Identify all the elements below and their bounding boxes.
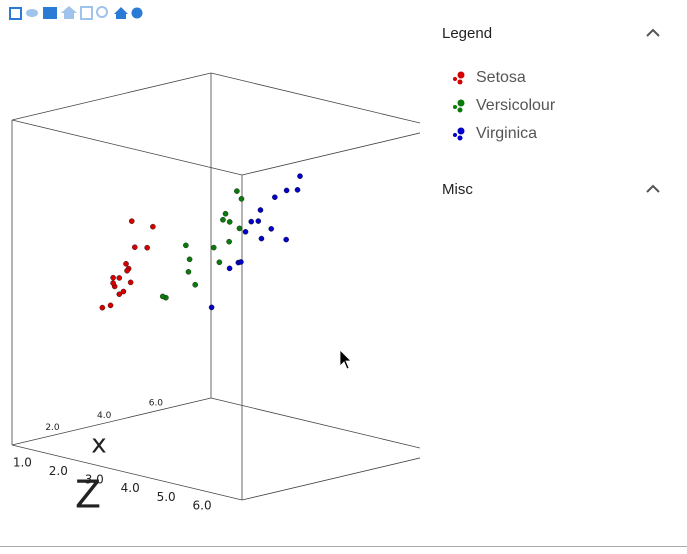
data-point xyxy=(128,218,135,224)
x-axis-title: x xyxy=(91,430,106,460)
data-point xyxy=(144,244,150,251)
data-point xyxy=(216,259,223,266)
data-point xyxy=(107,302,114,309)
legend-label: Virginica xyxy=(476,125,538,142)
box-edge xyxy=(241,457,420,501)
x-tick-label: 2.0 xyxy=(45,423,60,433)
legend-label: Setosa xyxy=(476,69,526,86)
data-point xyxy=(226,265,233,272)
data-point xyxy=(236,225,243,232)
data-point xyxy=(192,281,199,288)
data-point xyxy=(283,236,289,243)
z-tick-label: 6.0 xyxy=(193,498,212,512)
home-button[interactable] xyxy=(114,7,128,19)
box-edge xyxy=(210,72,420,124)
legend-item[interactable]: Versicolour xyxy=(426,92,676,120)
legend-item[interactable]: Setosa xyxy=(426,64,676,92)
data-point xyxy=(124,267,130,274)
data-point xyxy=(234,188,240,194)
side-panel: Legend Setosa Versicolour Virginica Misc xyxy=(426,0,676,200)
box-edge xyxy=(11,397,212,446)
toolbar xyxy=(9,6,143,20)
visibility-button[interactable] xyxy=(26,9,38,17)
data-point xyxy=(116,275,123,281)
legend-icon xyxy=(453,127,465,141)
bottom-border xyxy=(0,546,687,547)
data-point xyxy=(208,304,215,311)
data-point xyxy=(150,223,156,230)
data-point xyxy=(248,218,255,225)
data-point xyxy=(257,207,264,213)
legend-item[interactable]: Virginica xyxy=(426,120,676,148)
box-edge xyxy=(241,132,420,176)
plot-area: x Z 2.0 4.0 6.0 1.0 2.0 3.0 4.0 5.0 6.0 xyxy=(9,6,420,517)
data-point xyxy=(186,256,193,263)
data-point xyxy=(226,219,233,225)
settings-button[interactable] xyxy=(131,7,143,19)
legend-label: Versicolour xyxy=(476,97,556,114)
legend: Setosa Versicolour Virginica xyxy=(426,64,676,148)
misc-header[interactable]: Misc xyxy=(426,178,676,200)
box-edge xyxy=(11,72,212,121)
zoom-button[interactable] xyxy=(96,6,108,18)
cursor xyxy=(339,349,352,370)
z-tick-label: 4.0 xyxy=(121,481,140,495)
data-point xyxy=(116,291,123,297)
z-tick-label: 5.0 xyxy=(157,490,176,504)
edit-button[interactable] xyxy=(80,6,93,20)
data-point xyxy=(272,194,278,201)
legend-header[interactable]: Legend xyxy=(426,22,676,44)
data-point xyxy=(110,274,116,281)
x-tick-label: 4.0 xyxy=(97,411,112,421)
x-tick-label: 6.0 xyxy=(149,399,164,409)
legend-icon xyxy=(453,99,465,113)
data-point xyxy=(297,173,303,179)
legend-title: Legend xyxy=(442,24,493,42)
data-point xyxy=(238,196,245,202)
data-point xyxy=(131,244,138,251)
data-point xyxy=(127,279,134,286)
data-point xyxy=(258,235,265,242)
legend-icon xyxy=(453,71,465,85)
data-point xyxy=(210,244,217,251)
data-point xyxy=(120,288,127,295)
data-point xyxy=(238,259,244,265)
collapse-icon xyxy=(646,184,660,193)
box-edge xyxy=(11,444,243,501)
data-point xyxy=(185,269,192,275)
data-point xyxy=(99,304,106,311)
data-point xyxy=(220,216,226,223)
z-tick-label: 2.0 xyxy=(49,464,68,478)
data-point xyxy=(283,187,290,194)
data-point xyxy=(159,293,166,300)
image-button[interactable] xyxy=(43,7,57,19)
fullscreen-button[interactable] xyxy=(9,7,22,20)
z-tick-label: 3.0 xyxy=(85,473,104,487)
collapse-icon xyxy=(646,28,660,37)
upload-button[interactable] xyxy=(61,6,77,19)
box-edge xyxy=(210,397,420,449)
z-axis-title: Z xyxy=(75,473,101,517)
data-point xyxy=(294,187,301,193)
data-point xyxy=(255,218,262,224)
data-point xyxy=(183,242,189,249)
data-point xyxy=(242,228,249,235)
data-point xyxy=(268,226,275,232)
box-edge xyxy=(11,119,243,176)
data-point xyxy=(222,210,229,217)
misc-title: Misc xyxy=(442,180,473,198)
data-point xyxy=(123,261,129,267)
z-tick-label: 1.0 xyxy=(13,455,32,469)
data-point xyxy=(110,280,116,286)
data-point xyxy=(226,238,232,245)
